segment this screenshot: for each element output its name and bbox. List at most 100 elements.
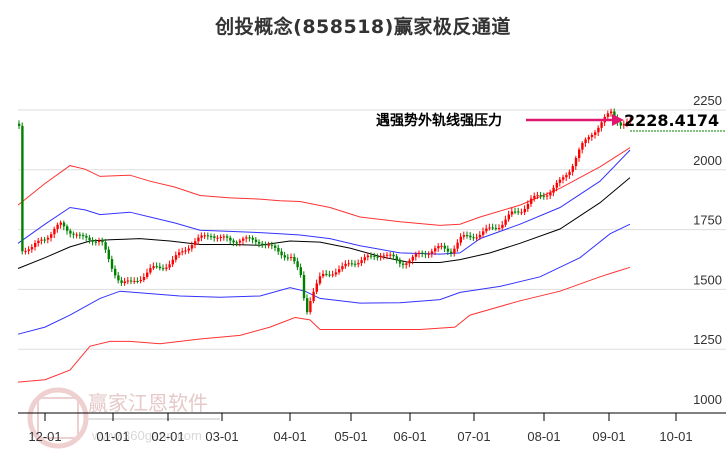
candle — [274, 245, 277, 248]
candle — [446, 248, 450, 252]
candle — [328, 274, 331, 276]
candle — [363, 257, 366, 261]
candle — [82, 235, 85, 237]
candle — [405, 263, 408, 265]
candle — [136, 281, 139, 283]
candle — [594, 132, 597, 135]
candle — [194, 241, 197, 245]
candle — [510, 211, 514, 215]
candle — [139, 279, 142, 282]
channel-bands — [17, 147, 631, 383]
candle — [370, 255, 373, 257]
candle — [283, 255, 286, 258]
candle — [56, 224, 59, 229]
candle — [629, 120, 632, 122]
candle — [485, 228, 488, 232]
candle — [453, 248, 456, 254]
candle — [418, 252, 421, 254]
arrow-right-icon — [612, 114, 624, 126]
candle — [536, 195, 539, 197]
candle — [475, 237, 478, 239]
candle — [222, 236, 226, 238]
candle — [126, 280, 130, 282]
watermark-seal-icon — [27, 387, 89, 449]
candle — [107, 249, 110, 260]
candle — [443, 245, 446, 249]
x-tick-label: 12-01 — [28, 429, 61, 444]
y-axis: 1000 1250 1500 1750 2000 2250 — [693, 93, 722, 407]
candle — [158, 266, 162, 269]
candle — [40, 239, 43, 241]
candle — [149, 268, 152, 273]
candle — [606, 113, 610, 117]
candle — [542, 195, 546, 197]
candle — [562, 177, 565, 180]
candle — [459, 236, 462, 243]
candle — [267, 244, 270, 246]
candle — [584, 139, 587, 144]
candle — [434, 248, 437, 252]
candle — [315, 283, 318, 292]
candle — [248, 237, 251, 239]
candle — [590, 134, 594, 138]
candle — [210, 236, 213, 238]
candle — [213, 236, 216, 238]
candle — [504, 219, 507, 225]
candle — [360, 260, 363, 264]
candle — [277, 247, 280, 252]
annotation-label: 遇强势外轨线强压力 — [376, 112, 502, 129]
candle — [482, 231, 485, 235]
candle — [558, 179, 562, 183]
candle — [341, 266, 344, 270]
candle — [430, 251, 434, 254]
candle — [146, 272, 149, 277]
candle — [427, 253, 430, 255]
candle — [309, 301, 312, 313]
candle — [386, 254, 389, 256]
y-tick-label: 1250 — [693, 332, 722, 347]
candle — [254, 239, 258, 243]
candle — [379, 255, 382, 258]
candle — [491, 227, 494, 229]
candle — [181, 251, 184, 253]
candle — [523, 208, 526, 213]
candle — [30, 247, 34, 250]
candle — [546, 195, 549, 197]
candle — [526, 203, 530, 209]
candle — [286, 257, 290, 259]
candle — [133, 281, 136, 283]
candle — [94, 241, 98, 243]
candle — [203, 235, 206, 237]
candle — [75, 234, 78, 236]
candle — [494, 228, 498, 230]
candle — [174, 255, 178, 260]
band-line — [17, 223, 631, 335]
candle — [206, 235, 210, 237]
candle — [411, 256, 414, 261]
annotation-value: 2228.4174 — [624, 111, 719, 130]
candle — [514, 211, 517, 213]
x-tick-label: 04-01 — [273, 429, 306, 444]
candle — [190, 244, 194, 249]
candle — [78, 234, 82, 236]
candle — [43, 239, 46, 241]
candle — [520, 212, 523, 214]
candle — [395, 256, 398, 260]
candle — [456, 242, 459, 249]
x-tick-label: 03-01 — [205, 429, 238, 444]
candle — [178, 252, 181, 256]
candle — [507, 214, 510, 220]
candle — [69, 230, 72, 234]
candle — [469, 235, 472, 238]
candle — [450, 251, 453, 254]
candle — [408, 260, 411, 264]
candle — [197, 237, 200, 242]
candle — [130, 280, 133, 282]
candle — [414, 253, 418, 257]
candle — [110, 259, 114, 269]
candle — [382, 255, 386, 257]
candle — [552, 187, 555, 193]
candle — [296, 261, 299, 268]
candle — [440, 245, 443, 247]
x-tick-label: 01-01 — [96, 429, 129, 444]
